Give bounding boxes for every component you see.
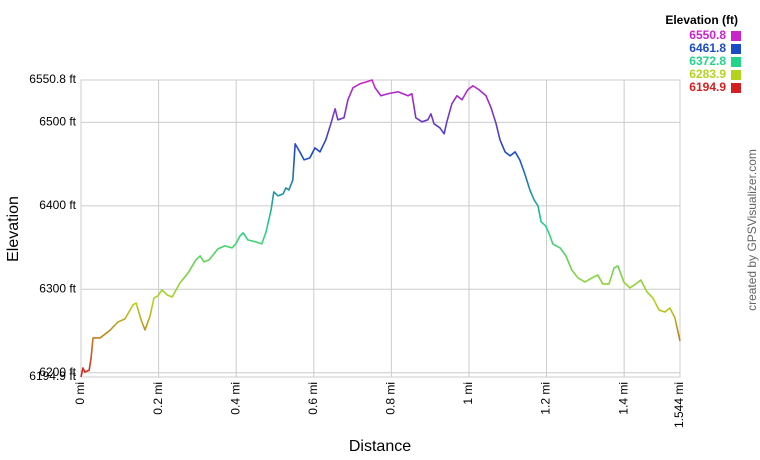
elevation-line [80,79,681,378]
plot-frame [80,79,681,378]
y-tick-label: 6500 ft [39,115,76,129]
x-axis-label: Distance [349,438,411,455]
legend-swatch [731,31,741,41]
x-tick-label: 0.6 mi [306,382,320,415]
watermark: created by GPSVisualizer.com [745,149,759,311]
y-tick-label: 6194.9 ft [29,369,76,383]
y-axis-label: Elevation [5,196,22,262]
y-tick-label: 6200 ft [39,365,76,379]
legend-label: 6372.8 [689,54,726,68]
x-tick-label: 1 mi [461,382,475,405]
x-tick-label: 1.544 mi [672,382,686,428]
x-tick-label: 0 mi [73,382,87,405]
y-tick-label: 6550.8 ft [29,72,76,86]
x-tick-label: 1.2 mi [539,382,553,415]
legend-swatch [731,83,741,93]
legend-swatch [731,70,741,80]
legend-label: 6283.9 [689,67,726,81]
x-tick-label: 1.4 mi [616,382,630,415]
legend-label: 6461.8 [689,41,726,55]
legend-title: Elevation (ft) [665,13,738,27]
legend-label: 6194.9 [689,80,726,94]
x-tick-label: 0.8 mi [384,382,398,415]
y-tick-label: 6300 ft [39,281,76,295]
legend-label: 6550.8 [689,28,726,42]
x-tick-label: 0.2 mi [151,382,165,415]
legend-swatch [731,57,741,67]
legend-swatch [731,44,741,54]
y-tick-label: 6400 ft [39,198,76,212]
x-tick-label: 0.4 mi [228,382,242,415]
